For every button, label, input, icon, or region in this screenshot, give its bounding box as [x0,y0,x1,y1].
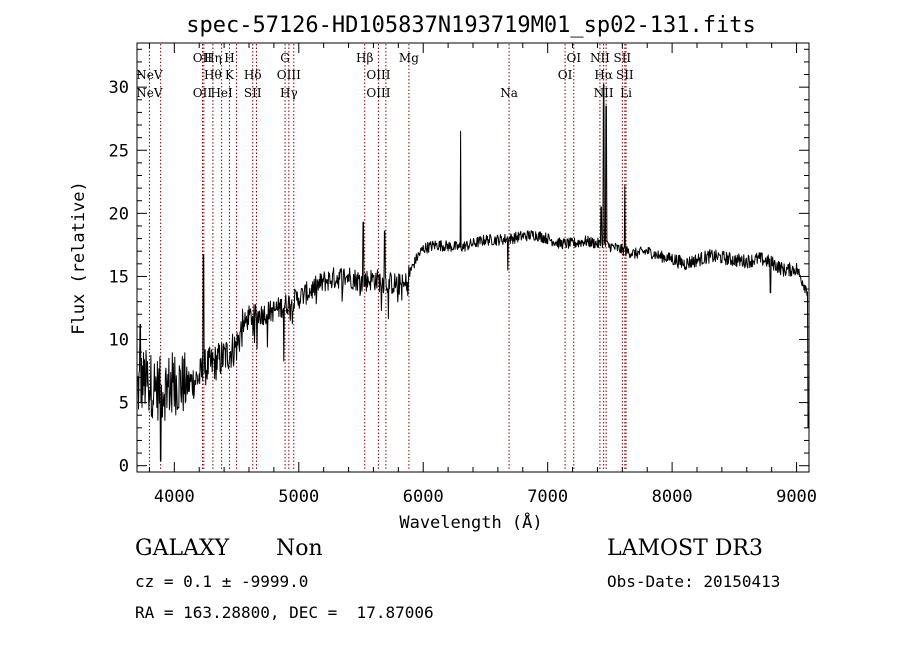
spectral-line-label: OIII [366,86,390,100]
x-tick-label: 5000 [278,487,319,507]
y-tick-label: 25 [109,141,129,161]
spectral-line-label: Hδ [244,68,262,82]
coordinates-info: RA = 163.28800, DEC = 17.87006 [135,603,434,622]
y-tick-label: 30 [109,78,129,98]
observation-date: Obs-Date: 20150413 [607,572,781,591]
x-tick-label: 6000 [403,487,444,507]
spectrum-line [136,84,809,462]
object-subclass: Non [276,536,323,561]
x-tick-label: 8000 [652,487,693,507]
spectral-line-label: OI [558,68,573,82]
redshift-info: cz = 0.1 ± -9999.0 [135,572,309,591]
spectral-line-label: Hα [594,68,613,82]
spectral-line-label: Mg [399,51,419,65]
chart-title: spec-57126-HD105837N193719M01_sp02-131.f… [186,13,756,38]
x-axis-label: Wavelength (Å) [399,511,542,533]
spectral-line-label: OII [193,86,213,100]
axis-ticks [137,43,809,472]
spectral-line-label: Hθ [204,68,222,82]
x-tick-label: 7000 [527,487,568,507]
spectral-line-label: Hγ [280,86,298,100]
spectral-line-label: Na [500,86,518,100]
x-tick-label: 9000 [776,487,817,507]
y-tick-label: 10 [109,331,129,351]
spectral-line-label: H [224,51,234,65]
spectral-line-label: K [225,68,235,82]
y-tick-label: 15 [109,267,129,287]
y-tick-label: 0 [119,457,129,477]
line-markers [148,44,627,471]
y-tick-label: 5 [119,394,129,414]
spectral-line-label: SII [616,68,634,82]
axis-tick-labels: 4000 5000 6000 7000 8000 9000 0 5 10 15 20 25 30 [109,78,818,507]
x-tick-label: 4000 [154,487,195,507]
object-class: GALAXY [135,536,230,561]
spectral-line-label: NeV [136,68,163,82]
spectral-line-label: OII [193,51,213,65]
spectral-line-label: Hβ [356,51,373,65]
spectral-line-label: Li [620,86,632,100]
spectral-line-label: HeI [210,86,233,100]
spectral-line-label: OIII [277,68,301,82]
spectral-line-label: OIII [366,68,390,82]
y-axis-label: Flux (relative) [69,181,89,335]
spectral-line-label: SII [613,51,631,65]
spectral-line-label: Hη [204,51,222,65]
spectral-line-label: G [280,51,290,65]
y-tick-label: 20 [109,204,129,224]
survey-name: LAMOST DR3 [607,536,763,561]
spectral-line-label: SII [244,86,262,100]
spectral-line-label: NeV [136,86,163,100]
spectral-line-label: NII [590,51,610,65]
spectral-line-label: OI [567,51,582,65]
